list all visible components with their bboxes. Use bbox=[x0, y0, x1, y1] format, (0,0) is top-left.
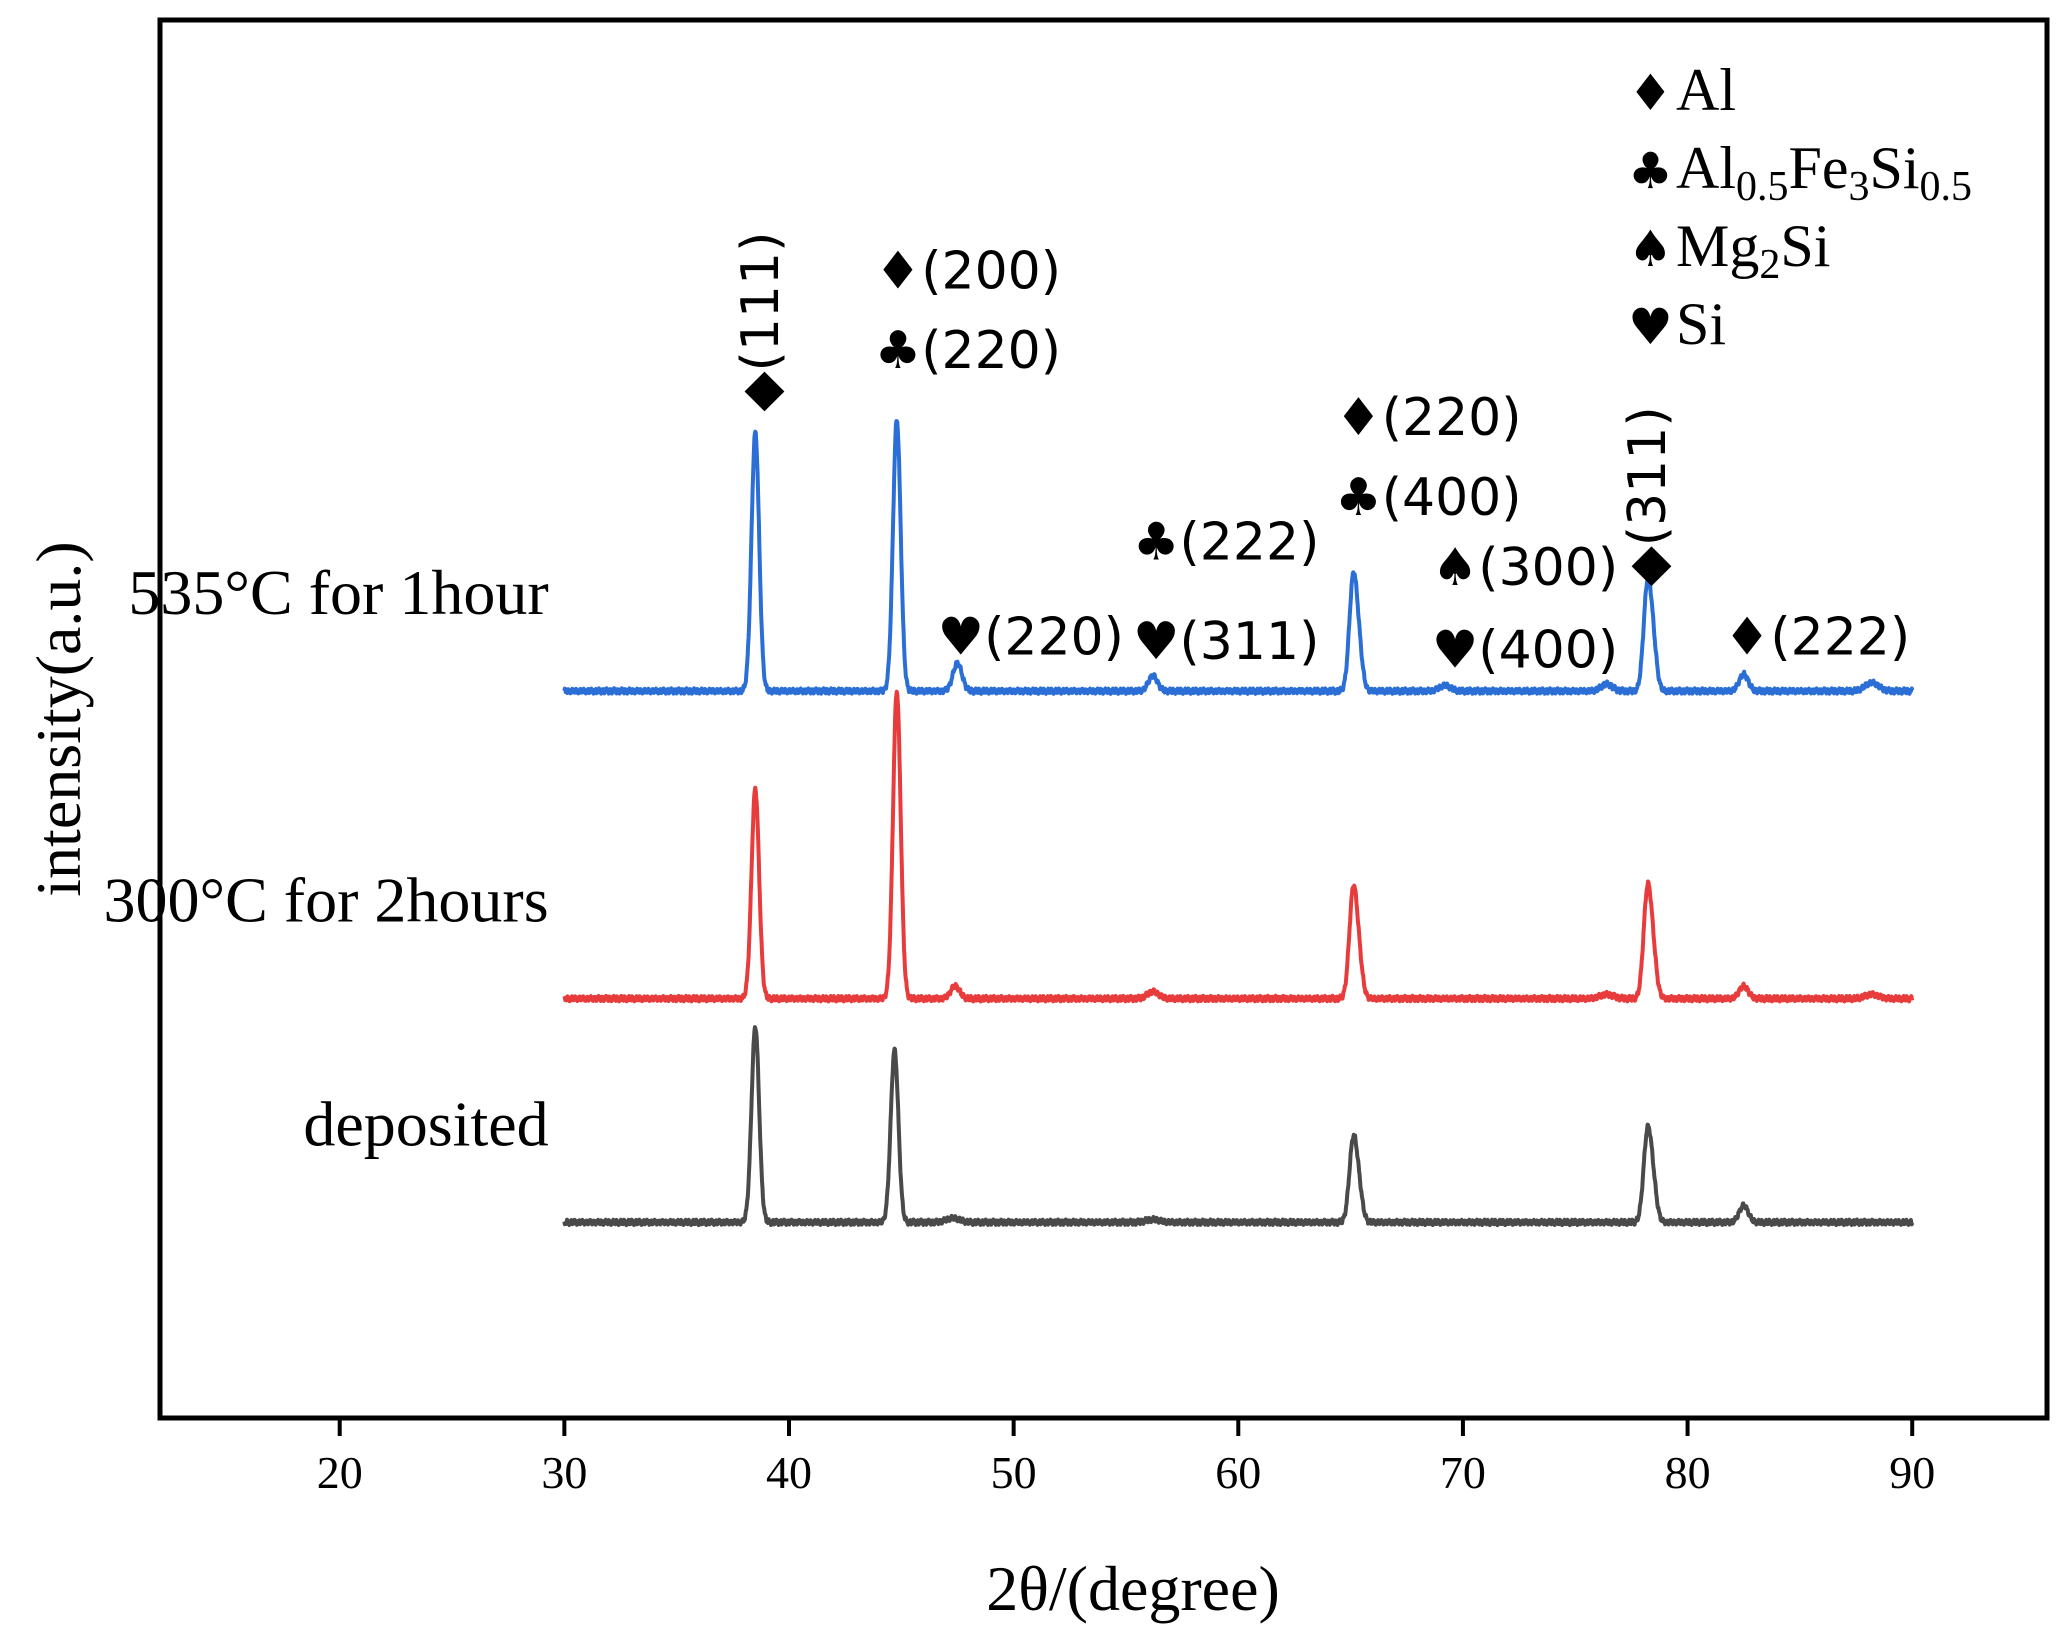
series-group bbox=[562, 419, 1915, 1228]
peak-annotation: ♦(222) bbox=[1724, 608, 1910, 668]
legend-subscript: 0.5 bbox=[1920, 164, 1973, 210]
legend-text-part: Al bbox=[1676, 57, 1736, 123]
peak-annotation: ♣(222) bbox=[1133, 513, 1319, 573]
y-axis-title: intensity(a.u.) bbox=[23, 541, 94, 896]
x-tick-label: 60 bbox=[1215, 1447, 1261, 1498]
legend-text-part: Si bbox=[1676, 291, 1726, 357]
legend-text-part: Fe bbox=[1789, 135, 1849, 201]
x-tick-label: 70 bbox=[1440, 1447, 1486, 1498]
legend-subscript: 2 bbox=[1759, 242, 1780, 288]
x-tick-label: 50 bbox=[991, 1447, 1037, 1498]
x-tick-label: 80 bbox=[1665, 1447, 1711, 1498]
legend: ♦ Al♣ Al0.5Fe3Si0.5♠ Mg2Si♥ Si bbox=[1628, 57, 1972, 357]
series-line-1 bbox=[562, 689, 1915, 1004]
series-label: deposited bbox=[303, 1088, 548, 1159]
series-label: 300°C for 2hours bbox=[104, 865, 549, 936]
peak-annotation: ♠(300) bbox=[1432, 538, 1618, 598]
peak-annotations: ◆(111) ♦(200) ♣(220) ♥(220)♣(222) ♥(311) ♦(22… bbox=[731, 232, 1910, 681]
plot-frame bbox=[157, 17, 2050, 1421]
peak-annotation: ♥(220) bbox=[937, 608, 1123, 668]
series-line-2 bbox=[562, 1025, 1915, 1228]
legend-text-part: Mg bbox=[1676, 213, 1759, 279]
legend-label: Al0.5Fe3Si0.5 bbox=[1676, 135, 1972, 210]
legend-label: Mg2Si bbox=[1676, 213, 1830, 288]
x-tick-label: 20 bbox=[317, 1447, 363, 1498]
peak-annotation: ◆(111) bbox=[731, 232, 791, 412]
legend-text-part: Al bbox=[1676, 135, 1736, 201]
series-line-0 bbox=[562, 419, 1915, 696]
legend-subscript: 3 bbox=[1849, 164, 1870, 210]
legend-subscript: 0.5 bbox=[1736, 164, 1789, 210]
legend-symbol: ♠ bbox=[1628, 220, 1673, 278]
peak-annotation: ♦(200) bbox=[875, 241, 1061, 301]
peak-annotation: ♣(400) bbox=[1335, 468, 1521, 528]
peak-annotation: ♥(311) bbox=[1133, 612, 1319, 672]
legend-text-part: Si bbox=[1780, 213, 1830, 279]
series-labels: 535°C for 1hour 300°C for 2hours deposited bbox=[104, 557, 549, 1159]
peak-annotation: ◆(311) bbox=[1618, 406, 1678, 586]
x-axis-ticks: 20 30 40 50 60 70 80 90 bbox=[317, 1418, 1935, 1498]
peak-annotation: ♣(220) bbox=[875, 321, 1061, 381]
x-tick-label: 90 bbox=[1889, 1447, 1935, 1498]
legend-symbol: ♣ bbox=[1628, 142, 1673, 200]
legend-symbol: ♥ bbox=[1628, 298, 1673, 356]
series-label: 535°C for 1hour bbox=[128, 557, 548, 628]
x-tick-label: 40 bbox=[766, 1447, 812, 1498]
peak-annotation: ♦(220) bbox=[1335, 388, 1521, 448]
legend-symbol: ♦ bbox=[1628, 64, 1673, 122]
legend-label: Si bbox=[1676, 291, 1726, 357]
x-tick-label: 30 bbox=[541, 1447, 587, 1498]
peak-annotation: ♥(400) bbox=[1432, 620, 1618, 680]
legend-label: Al bbox=[1676, 57, 1736, 123]
legend-text-part: Si bbox=[1870, 135, 1920, 201]
x-axis-title: 2θ/(degree) bbox=[986, 1553, 1280, 1624]
